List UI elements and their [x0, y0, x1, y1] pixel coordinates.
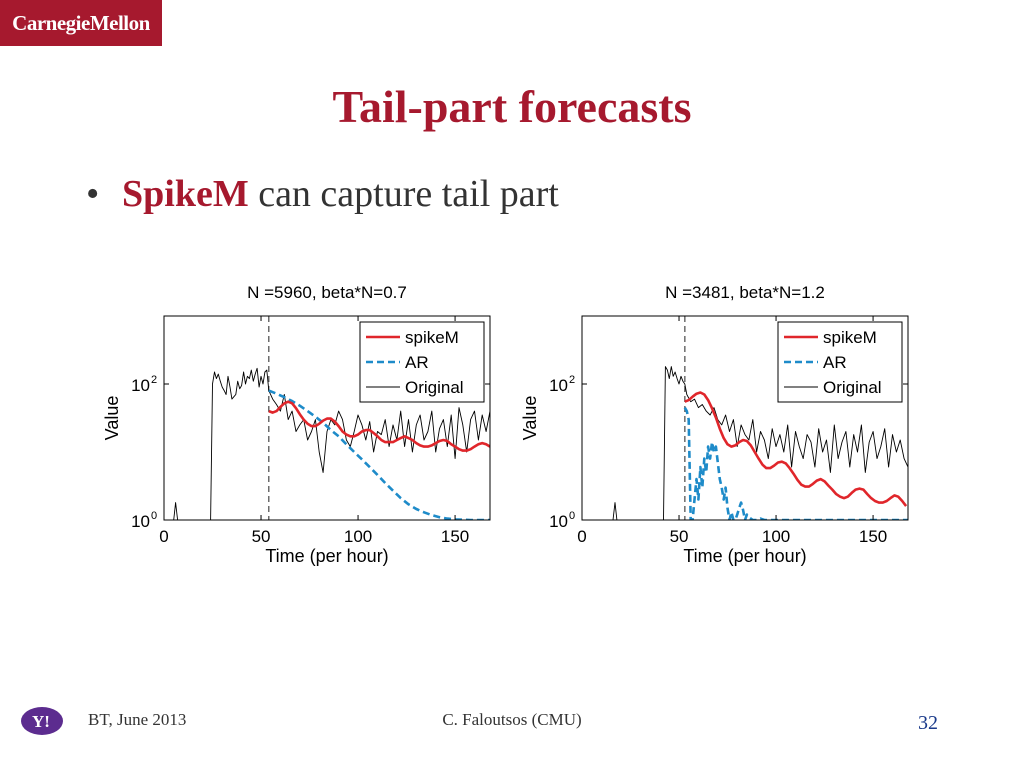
chart1-xtick-label-50: 50	[670, 527, 689, 546]
slide-title: Tail-part forecasts	[332, 81, 692, 132]
chart0-xtick-label-150: 150	[441, 527, 469, 546]
chart1-ytick-label-0: 10	[549, 512, 568, 531]
chart0-legend-label-ar: AR	[405, 353, 429, 372]
chart0-series-ar	[268, 389, 490, 520]
footer-author: C. Faloutsos (CMU)	[442, 710, 582, 729]
chart0-legend: spikeM AR Original	[359, 321, 485, 403]
chart-right: N =3481, beta*N=1.2 0 50 100 150 10 0 10 2 Time (…	[514, 276, 934, 581]
chart1-series-ar	[683, 406, 908, 520]
chart1-xlabel: Time (per hour)	[683, 546, 806, 566]
chart1-plot-area	[582, 316, 908, 520]
chart1-legend-label-spikem: spikeM	[823, 328, 877, 347]
chart1-xtick-label-100: 100	[762, 527, 790, 546]
chart0-xlabel: Time (per hour)	[265, 546, 388, 566]
chart1-ytick-exp-1: 2	[569, 374, 575, 386]
chart0-ylabel: Value	[102, 396, 122, 441]
yahoo-logo: Y!	[21, 707, 63, 735]
chart0-xtick-label-0: 0	[159, 527, 168, 546]
chart1-series-original	[582, 366, 908, 520]
chart1-xtick-label-0: 0	[577, 527, 586, 546]
chart0-ytick-exp-0: 0	[151, 510, 157, 522]
chart1-legend-label-original: Original	[823, 378, 882, 397]
chart0-xtick-label-100: 100	[344, 527, 372, 546]
bullet-text: can capture tail part	[248, 173, 559, 215]
chart-left: N =5960, beta*N=0.7 0 50 100 150 10 0 10 2 Time (…	[96, 276, 516, 581]
bullet-dot: •	[86, 173, 100, 215]
page-number: 32	[918, 712, 938, 734]
footer-date: BT, June 2013	[88, 710, 187, 729]
chart0-series-original	[164, 367, 490, 520]
chart1-ytick-label-1: 10	[549, 376, 568, 395]
cmu-logo: CarnegieMellon	[0, 0, 162, 46]
chart1-ylabel: Value	[520, 396, 540, 441]
bullet-item: • SpikeM can capture tail part	[86, 172, 559, 216]
chart0-axes-box	[163, 315, 491, 521]
chart0-xtick-label-50: 50	[252, 527, 271, 546]
chart0-ytick-label-0: 10	[131, 512, 150, 531]
chart1-xtick-label-150: 150	[859, 527, 887, 546]
chart0-ytick-exp-1: 2	[151, 374, 157, 386]
chart1-title: N =3481, beta*N=1.2	[665, 283, 825, 302]
chart0-legend-label-spikem: spikeM	[405, 328, 459, 347]
chart1-ytick-exp-0: 0	[569, 510, 575, 522]
chart0-ytick-label-1: 10	[131, 376, 150, 395]
chart0-series-spikem	[268, 400, 490, 452]
chart0-title: N =5960, beta*N=0.7	[247, 283, 407, 302]
yahoo-logo-text: Y!	[32, 712, 50, 731]
chart0-plot-area	[164, 316, 490, 520]
yahoo-logo-oval	[21, 707, 63, 735]
chart1-axes-box	[581, 315, 909, 521]
chart1-series-spikem	[684, 391, 908, 507]
chart1-legend-label-ar: AR	[823, 353, 847, 372]
chart0-legend-label-original: Original	[405, 378, 464, 397]
chart1-legend: spikeM AR Original	[777, 321, 903, 403]
bullet-keyword: SpikeM	[122, 173, 249, 215]
